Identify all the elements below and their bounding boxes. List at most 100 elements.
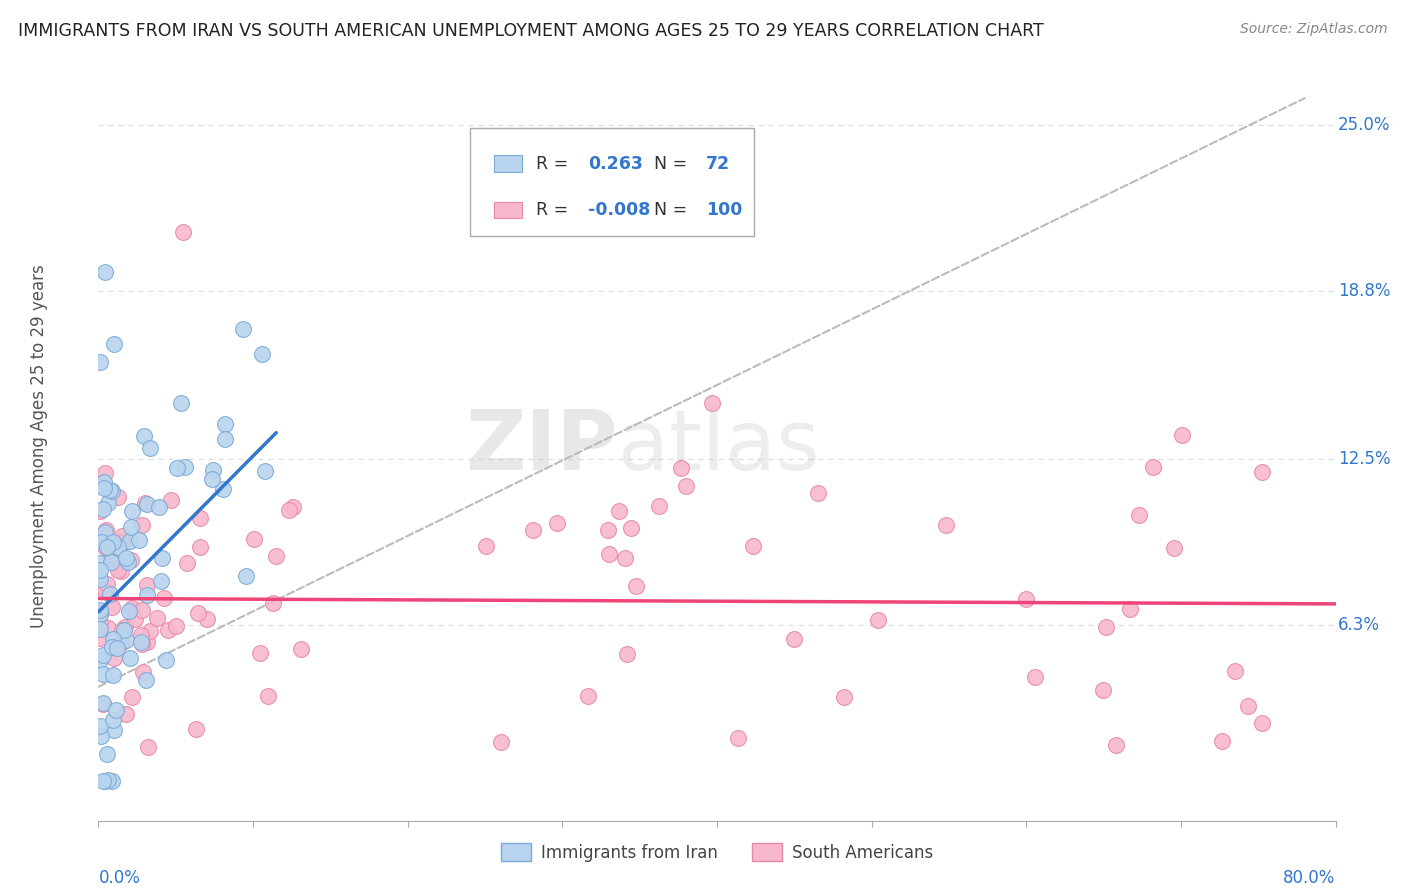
Point (89, 653, 111, 667)
Point (121, 504, 143, 518)
Point (170, 396, 193, 410)
Point (94, 773, 117, 788)
Point (90, 730, 112, 744)
Point (104, 556, 127, 570)
Text: 80.0%: 80.0% (1284, 869, 1336, 887)
Point (1211, 734, 1233, 748)
Point (94, 583, 117, 598)
Point (97, 621, 120, 635)
Point (93, 773, 115, 788)
Point (89, 607, 111, 622)
Point (107, 563, 129, 577)
Point (135, 635, 157, 649)
Point (264, 549, 287, 563)
Point (187, 606, 209, 620)
Point (89, 718, 111, 732)
Point (250, 347, 273, 361)
Point (190, 511, 212, 525)
Point (114, 620, 136, 634)
Point (153, 591, 176, 605)
Point (94, 524, 117, 539)
Point (290, 641, 312, 656)
Point (700, 396, 723, 410)
Point (96, 523, 118, 537)
Text: Unemployment Among Ages 25 to 29 years: Unemployment Among Ages 25 to 29 years (30, 264, 48, 628)
Point (866, 613, 889, 627)
Point (120, 552, 142, 566)
Point (160, 493, 183, 508)
Point (134, 429, 156, 443)
Point (157, 623, 180, 637)
Point (107, 490, 129, 504)
Point (111, 535, 134, 549)
Point (115, 551, 138, 566)
Point (807, 486, 830, 500)
Point (242, 532, 264, 546)
Point (101, 640, 124, 654)
Point (832, 690, 855, 704)
Legend: Immigrants from Iran, South Americans: Immigrants from Iran, South Americans (495, 837, 939, 869)
Point (522, 523, 544, 537)
Point (256, 690, 278, 704)
Point (546, 516, 568, 531)
Point (1251, 465, 1274, 479)
Point (675, 479, 697, 493)
Point (94, 536, 117, 550)
Point (90, 606, 112, 620)
Point (1142, 460, 1164, 475)
Point (474, 539, 496, 553)
Point (138, 624, 160, 638)
Point (146, 611, 169, 625)
Point (195, 611, 218, 625)
Point (598, 523, 620, 537)
Point (129, 628, 152, 642)
Text: -0.008: -0.008 (588, 202, 651, 219)
Point (89, 615, 111, 629)
Point (90, 535, 112, 549)
Point (283, 500, 305, 515)
Point (118, 533, 141, 548)
Point (935, 518, 957, 533)
Point (91, 648, 114, 662)
Point (669, 460, 692, 475)
Text: 72: 72 (706, 154, 730, 173)
Point (132, 665, 155, 680)
Point (120, 520, 142, 534)
Point (172, 225, 194, 239)
Point (214, 417, 236, 431)
Point (783, 632, 806, 646)
Point (98, 586, 121, 600)
Point (118, 604, 141, 618)
Point (607, 504, 630, 518)
Point (136, 497, 159, 511)
Point (103, 337, 125, 351)
Point (1104, 738, 1126, 752)
Point (613, 551, 636, 566)
Point (278, 503, 301, 517)
Point (253, 464, 276, 478)
Point (93, 475, 115, 490)
Point (624, 579, 647, 593)
Point (136, 588, 159, 602)
Text: 0.263: 0.263 (588, 154, 644, 173)
Point (235, 569, 257, 583)
FancyBboxPatch shape (495, 202, 522, 219)
Point (89, 556, 111, 570)
Point (121, 690, 143, 704)
Point (91, 696, 114, 710)
Point (1163, 541, 1185, 556)
Point (176, 556, 198, 570)
Point (152, 551, 174, 566)
Point (124, 612, 146, 626)
Point (98, 483, 121, 498)
Point (1128, 508, 1150, 522)
Point (134, 496, 156, 510)
Point (101, 484, 124, 499)
Point (1015, 591, 1038, 606)
Point (576, 690, 599, 704)
Point (121, 600, 143, 615)
Text: IMMIGRANTS FROM IRAN VS SOUTH AMERICAN UNEMPLOYMENT AMONG AGES 25 TO 29 YEARS CO: IMMIGRANTS FROM IRAN VS SOUTH AMERICAN U… (18, 22, 1045, 40)
Point (91, 698, 114, 712)
Text: N =: N = (654, 154, 693, 173)
Point (89, 563, 111, 577)
